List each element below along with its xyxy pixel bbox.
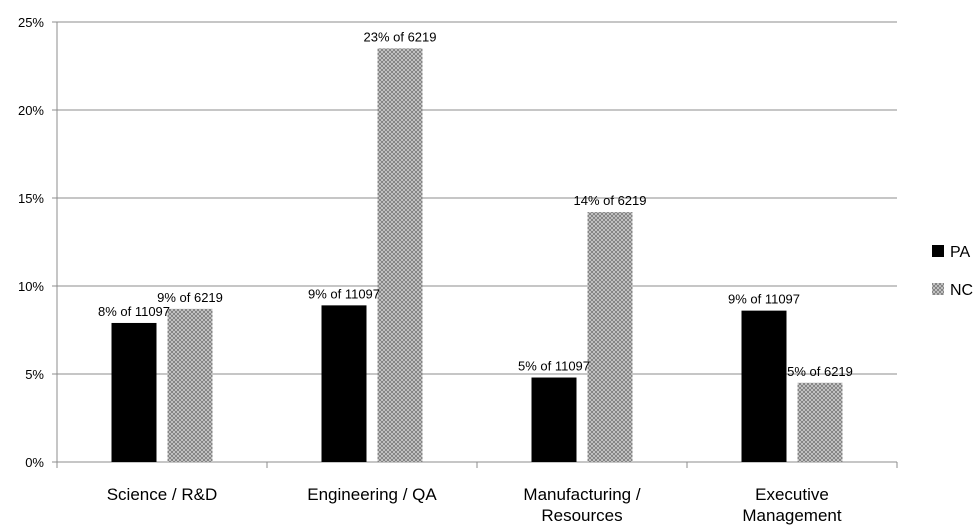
y-tick-label: 10% <box>18 279 44 294</box>
data-label: 9% of 11097 <box>308 286 380 301</box>
category-label: Executive Management <box>742 485 842 525</box>
bars <box>111 48 843 463</box>
y-tick-label: 20% <box>18 103 44 118</box>
category-label-line: Manufacturing / <box>523 485 640 504</box>
bar-pa <box>741 310 787 462</box>
category-label-line: Management <box>742 506 842 525</box>
data-label: 9% of 11097 <box>728 292 800 307</box>
legend: PA NC <box>932 244 973 299</box>
bar-nc <box>587 212 633 462</box>
legend-label: NC <box>950 282 973 299</box>
y-tick-label: 15% <box>18 191 44 206</box>
data-label: 9% of 6219 <box>157 290 223 305</box>
data-label: 8% of 11097 <box>98 304 170 319</box>
category-label: Engineering / QA <box>307 485 437 504</box>
bar-nc <box>377 48 423 463</box>
data-label: 5% of 6219 <box>787 364 853 379</box>
data-label: 23% of 6219 <box>363 29 436 44</box>
bar-pa <box>531 377 577 462</box>
bar-pa <box>321 305 367 462</box>
category-label-line: Resources <box>541 506 622 525</box>
category-label-line: Science / R&D <box>107 485 218 504</box>
y-tick-label: 5% <box>25 367 44 382</box>
data-label: 5% of 11097 <box>518 359 590 374</box>
category-label: Science / R&D <box>107 485 218 504</box>
legend-label: PA <box>950 244 970 261</box>
bar-nc <box>167 308 213 462</box>
y-tick-label: 25% <box>18 15 44 30</box>
bar-nc <box>797 382 843 462</box>
category-label-line: Engineering / QA <box>307 485 437 504</box>
category-label: Manufacturing / Resources <box>523 485 640 525</box>
bar-pa <box>111 322 157 462</box>
y-tick-label: 0% <box>25 455 44 470</box>
legend-swatch-nc <box>932 283 944 295</box>
data-label: 14% of 6219 <box>573 193 646 208</box>
category-label-line: Executive <box>755 485 829 504</box>
legend-swatch-pa <box>932 245 944 257</box>
